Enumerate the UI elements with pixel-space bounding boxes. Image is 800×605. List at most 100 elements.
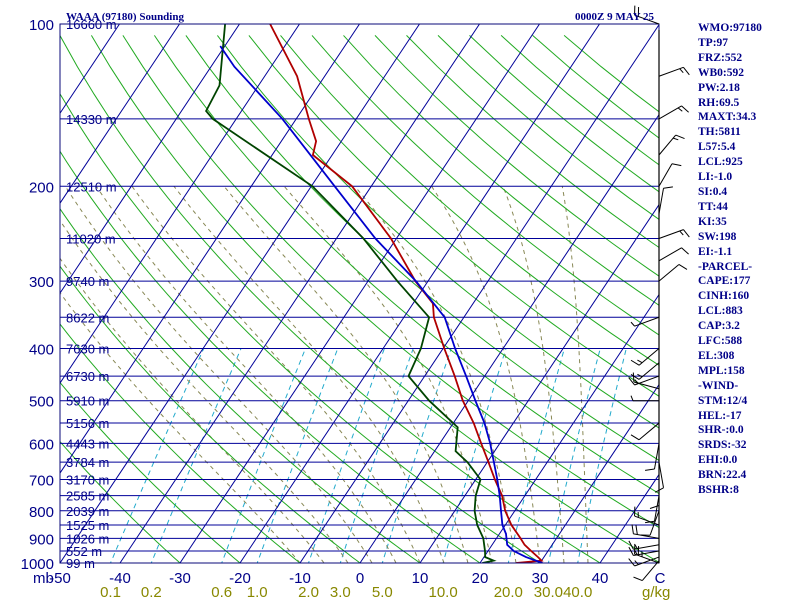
mixing-ratio-line [305, 349, 385, 575]
wind-barb [631, 363, 659, 380]
temperature-profile-point [473, 423, 474, 424]
sounding-index-item: BSHR:8 [698, 483, 798, 498]
parcel-profile-point [444, 317, 445, 318]
temperature-tick-label: 20 [472, 570, 489, 587]
mixing-ratio-tick-label: 40.0 [563, 584, 592, 600]
temperature-profile-point [505, 510, 506, 511]
chart-title: WAAA (97180) Sounding [66, 11, 184, 23]
temperature-profile-point [541, 560, 542, 561]
mixing-ratio-tick-label: 0.2 [141, 584, 162, 600]
mixing-ratio-line [253, 349, 338, 575]
dewpoint-profile-point [397, 281, 398, 282]
sounding-index-item: LI:-1.0 [698, 170, 798, 185]
temperature-profile-point [524, 544, 525, 545]
mixing-ratio-tick-label: 30.0 [534, 584, 563, 600]
temperature-profile-point [488, 462, 489, 463]
temperature-tick-label: 10 [412, 570, 429, 587]
sounding-index-item: CAP:3.2 [698, 319, 798, 334]
temperature-profile-point [433, 317, 434, 318]
sounding-index-item: -PARCEL- [698, 260, 798, 275]
sounding-index-item: FRZ:552 [698, 51, 798, 66]
dewpoint-profile-point [477, 524, 478, 525]
pressure-unit-label: mb [33, 570, 54, 587]
dry-adiabat-line [123, 35, 741, 574]
dewpoint-profile-point [484, 550, 485, 551]
height-label: 14330 m [66, 112, 117, 127]
dewpoint-profile-point [212, 118, 213, 119]
temperature-tick-label: 0 [356, 570, 364, 587]
sounding-index-item: LCL:883 [698, 304, 798, 319]
parcel-profile-point [475, 400, 476, 401]
parcel-profile-point [455, 348, 456, 349]
temperature-profile-point [444, 348, 445, 349]
height-label: 99 m [66, 556, 95, 571]
parcel-profile-line [220, 46, 542, 563]
parcel-profile-point [500, 510, 501, 511]
mixing-ratio-tick-label: 5.0 [372, 584, 393, 600]
mixing-ratio-tick-label: 3.0 [330, 584, 351, 600]
parcel-profile-point [375, 238, 376, 239]
temperature-profile-point [316, 141, 317, 142]
sounding-index-item: EL:308 [698, 349, 798, 364]
dewpoint-profile-point [429, 400, 430, 401]
mixing-ratio-tick-label: 0.6 [211, 584, 232, 600]
sounding-index-item: BRN:22.4 [698, 468, 798, 483]
temperature-profile-point [537, 557, 538, 558]
wind-barb [659, 248, 689, 261]
temperature-profile-point [502, 495, 503, 496]
mixing-ratio-line [147, 349, 241, 575]
temperature-profile-point [511, 524, 512, 525]
temperature-profile-point [481, 443, 482, 444]
parcel-profile-point [493, 462, 494, 463]
sounding-index-item: CINH:160 [698, 289, 798, 304]
sounding-index-item: SW:198 [698, 230, 798, 245]
wind-barb [631, 396, 659, 401]
wind-barb [659, 187, 673, 214]
sounding-index-item: -WIND- [698, 379, 798, 394]
pressure-tick-label: 100 [29, 17, 54, 34]
dewpoint-profile-point [474, 510, 475, 511]
sounding-index-item: SI:0.4 [698, 185, 798, 200]
height-label: 7630 m [66, 342, 109, 357]
isotherm-line [240, 24, 600, 563]
dewpoint-profile-point [219, 85, 220, 86]
sounding-index-item: LFC:588 [698, 334, 798, 349]
pressure-tick-label: 700 [29, 473, 54, 490]
wind-barb [641, 511, 659, 535]
height-label: 5910 m [66, 394, 109, 409]
dry-adiabat-line [0, 35, 254, 574]
mixing-ratio-tick-label: 0.1 [100, 584, 121, 600]
sounding-index-item: TH:5811 [698, 125, 798, 140]
temperature-profile-point [462, 400, 463, 401]
sounding-index-item: L57:5.4 [698, 140, 798, 155]
parcel-profile-point [484, 423, 485, 424]
parcel-profile-point [502, 524, 503, 525]
temperature-profile-point [531, 550, 532, 551]
height-label: 5156 m [66, 416, 109, 431]
parcel-profile-point [220, 46, 221, 47]
wind-barb [659, 135, 685, 155]
wind-barbs [629, 6, 690, 581]
mixing-ratio-tick-label: 10.0 [428, 584, 457, 600]
sounding-index-item: EI:-1.1 [698, 245, 798, 260]
sounding-index-item: MAXT:34.3 [698, 110, 798, 125]
wind-barb [645, 496, 659, 523]
temperature-tick-label: -30 [169, 570, 191, 587]
mixing-ratio-tick-label: 2.0 [298, 584, 319, 600]
wind-barb [659, 164, 681, 187]
dewpoint-profile-point [483, 538, 484, 539]
sounding-index-item: KI:35 [698, 215, 798, 230]
temperature-profile-point [390, 238, 391, 239]
mixing-ratio-tick-label: 1.0 [247, 584, 268, 600]
sounding-index-item: MPL:158 [698, 364, 798, 379]
parcel-profile-point [282, 118, 283, 119]
parcel-profile-point [525, 557, 526, 558]
parcel-profile-point [415, 281, 416, 282]
isotherm-line [360, 24, 720, 563]
parcel-profile-point [505, 533, 506, 534]
parcel-profile-point [507, 544, 508, 545]
dry-adiabat-line [0, 35, 375, 574]
wind-barb [659, 67, 689, 76]
